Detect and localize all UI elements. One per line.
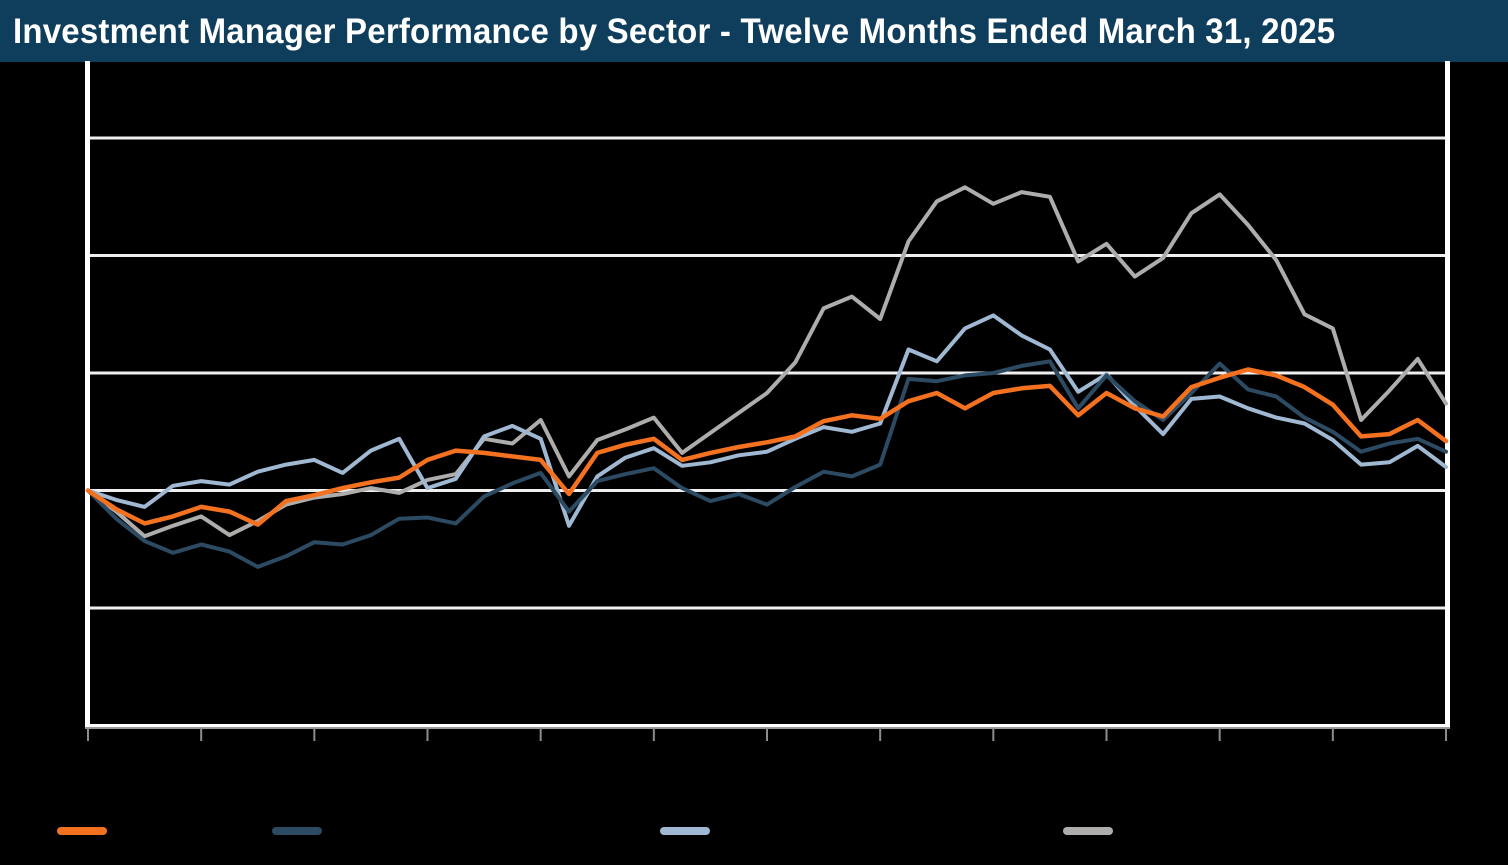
series-navy-line [86,359,1448,569]
page-title: Investment Manager Performance by Sector… [13,10,1336,51]
series-orange-line [85,367,1449,527]
series-lightblue-line [86,313,1448,528]
title-bar: Investment Manager Performance by Sector… [0,0,1508,62]
series-gray-line [86,185,1448,539]
